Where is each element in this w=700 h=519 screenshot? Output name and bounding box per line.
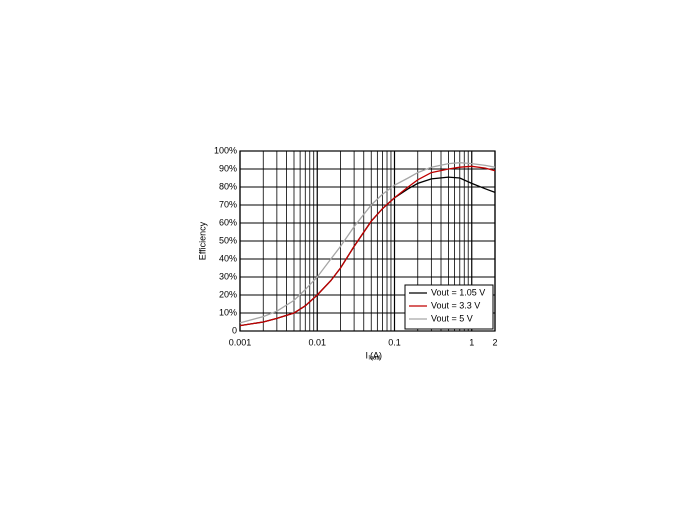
legend-box [404,284,494,330]
x-tick-label: 0.01 [308,337,326,347]
x-tick-label: 0.1 [388,337,401,347]
x-axis-label-main: I [365,350,368,360]
y-tick-label: 50% [219,235,237,245]
y-tick-label: 10% [219,307,237,317]
y-tick-label: 60% [219,217,237,227]
y-tick-label: 90% [219,163,237,173]
plot-frame [239,150,496,332]
y-tick-label: 40% [219,253,237,263]
x-tick-label: 2 [492,337,497,347]
series-line [239,162,496,324]
legend-label: Vout = 3.3 V [431,300,480,310]
x-axis-label-sub: load [369,356,380,362]
y-tick-label: 70% [219,199,237,209]
x-tick-label: 1 [469,337,474,347]
x-axis-label-unit: (A) [370,350,382,360]
legend-label: Vout = 1.05 V [431,287,485,297]
y-axis-label: Efficiency [197,221,207,260]
y-tick-label: 100% [214,145,237,155]
x-tick-label: 0.001 [229,337,252,347]
legend-label: Vout = 5 V [431,313,473,323]
y-tick-label: 30% [219,271,237,281]
series-line [239,165,496,327]
y-tick-label: 80% [219,181,237,191]
y-tick-label: 0 [232,325,237,335]
y-tick-label: 20% [219,289,237,299]
